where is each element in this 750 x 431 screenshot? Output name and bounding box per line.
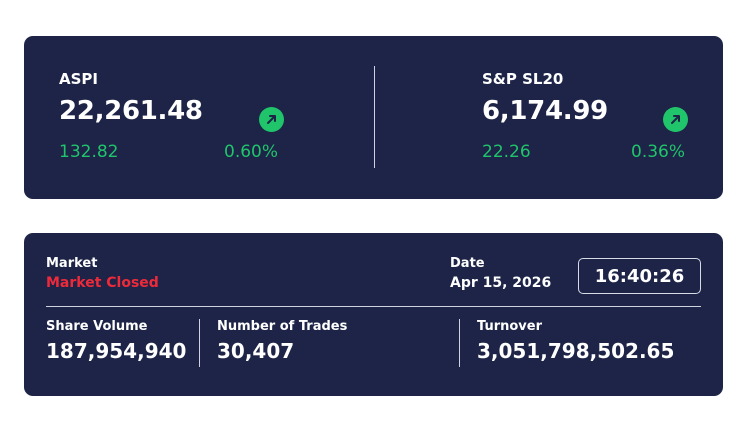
market-summary-card: Market Market Closed Date Apr 15, 2026 1… bbox=[24, 233, 723, 396]
arrow-up-right-icon bbox=[663, 107, 688, 132]
trades-value: 30,407 bbox=[217, 339, 295, 363]
market-divider bbox=[46, 306, 701, 307]
stats-divider-1 bbox=[199, 319, 200, 367]
market-clock: 16:40:26 bbox=[578, 258, 701, 294]
market-label: Market bbox=[46, 256, 98, 271]
share-volume-value: 187,954,940 bbox=[46, 339, 187, 363]
indices-divider bbox=[374, 66, 375, 168]
sp-sl20-change: 22.26 bbox=[482, 142, 531, 162]
arrow-up-right-icon bbox=[259, 107, 284, 132]
sp-sl20-value: 6,174.99 bbox=[482, 96, 608, 126]
aspi-change: 132.82 bbox=[59, 142, 119, 162]
indices-card: ASPI 22,261.48 132.82 0.60% S&P SL20 6,1… bbox=[24, 36, 723, 199]
date-value: Apr 15, 2026 bbox=[450, 275, 552, 291]
aspi-value: 22,261.48 bbox=[59, 96, 203, 126]
sp-sl20-change-pct: 0.36% bbox=[631, 142, 686, 162]
turnover-value: 3,051,798,502.65 bbox=[477, 339, 675, 363]
market-status: Market Closed bbox=[46, 275, 159, 291]
date-label: Date bbox=[450, 256, 485, 271]
share-volume-label: Share Volume bbox=[46, 319, 148, 334]
aspi-change-pct: 0.60% bbox=[224, 142, 279, 162]
trades-label: Number of Trades bbox=[217, 319, 348, 334]
aspi-name: ASPI bbox=[59, 70, 98, 88]
stats-divider-2 bbox=[459, 319, 460, 367]
sp-sl20-name: S&P SL20 bbox=[482, 70, 564, 88]
turnover-label: Turnover bbox=[477, 319, 542, 334]
